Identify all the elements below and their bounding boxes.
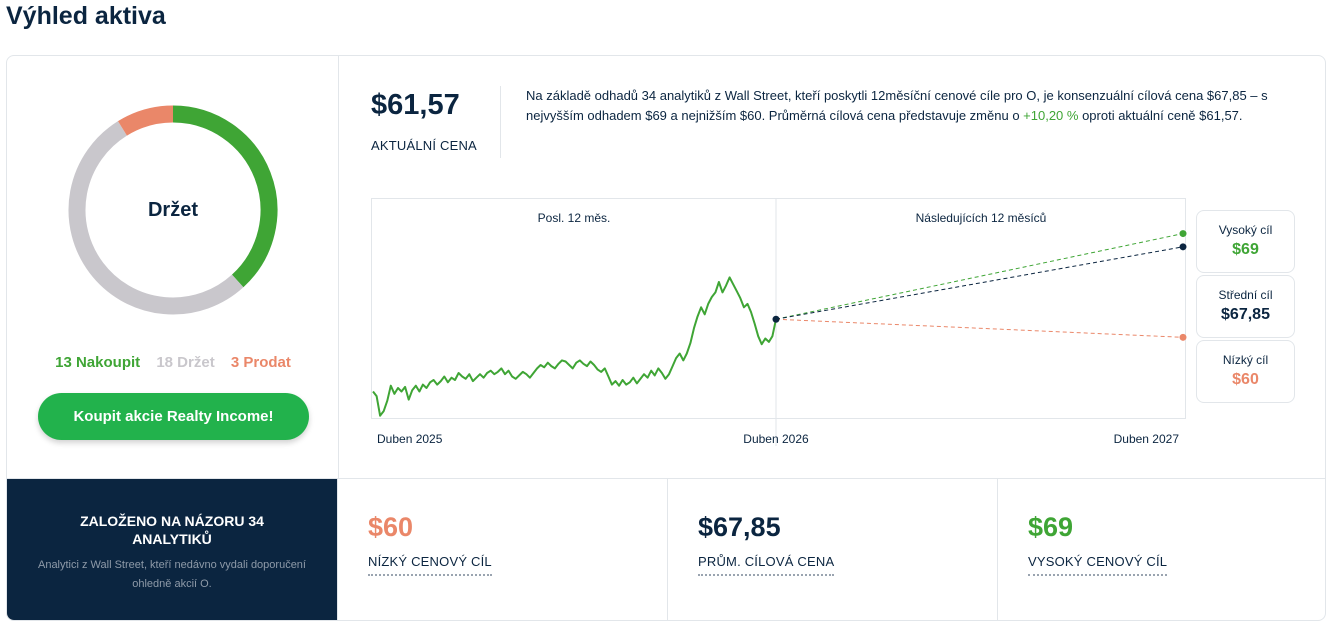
high-target-stat-value: $69 [1028,512,1074,542]
avg-target-stat: $67,85 PRŮM. CÍLOVÁ CENA [667,479,997,620]
current-price-dot [772,315,780,323]
section-label-past: Posl. 12 měs. [538,211,611,225]
analyst-basis-subtitle: Analytici z Wall Street, kteří nedávno v… [37,559,306,590]
low-target-line [775,318,1184,338]
asset-outlook-card: Držet 13 Nakoupit 18 Držet 3 Prodat Koup… [6,55,1326,621]
high-target-stat: $69 VYSOKÝ CENOVÝ CÍL [997,479,1325,620]
description-text: Na základě odhadů 34 analytiků z Wall St… [526,88,1268,123]
analyst-basis-box: ZALOŽENO NA NÁZORU 34 ANALYTIKŮ Analytic… [7,479,337,620]
description-text-end: oproti aktuální ceně $61,57. [1078,108,1243,123]
description-change-pct: +10,20 % [1023,108,1079,123]
mid-target-line [775,246,1184,320]
divider [500,86,501,158]
low-target-box: Nízký cíl $60 [1196,340,1295,403]
forecast-description: Na základě odhadů 34 analytiků z Wall St… [526,86,1296,126]
rating-panel: Držet 13 Nakoupit 18 Držet 3 Prodat Koup… [7,56,339,478]
low-target-stat-label[interactable]: NÍZKÝ CENOVÝ CÍL [368,554,492,576]
x-tick-label: Duben 2025 [377,432,443,446]
x-tick-label: Duben 2027 [1114,432,1180,446]
hold-count: 18 Držet [156,354,215,371]
mid-target-value: $67,85 [1221,306,1270,323]
analyst-basis-title: ZALOŽENO NA NÁZORU 34 ANALYTIKŮ [80,513,264,547]
low-target-label: Nízký cíl [1222,353,1269,367]
consensus-rating: Držet [147,198,198,221]
donut-slice-hold [68,121,244,315]
high-target-dot [1179,230,1187,238]
avg-target-stat-label[interactable]: PRŮM. CÍLOVÁ CENA [698,554,835,576]
high-target-value: $69 [1232,241,1259,258]
rating-donut-chart [68,105,278,315]
donut-slice-buy [172,105,278,288]
mid-target-dot [1179,243,1187,251]
low-target-value: $60 [1232,371,1259,388]
current-price-label: AKTUÁLNÍ CENA [371,138,477,153]
page-title: Výhled aktiva [6,2,166,30]
high-target-label: Vysoký cíl [1218,223,1273,237]
high-target-box: Vysoký cíl $69 [1196,210,1295,273]
rating-counts: 13 Nakoupit 18 Držet 3 Prodat [7,354,339,371]
x-tick-label: Duben 2026 [743,432,809,446]
low-target-stat: $60 NÍZKÝ CENOVÝ CÍL [337,479,667,620]
sell-count: 3 Prodat [230,354,291,371]
price-forecast-chart: Posl. 12 měs. Následujících 12 měsíců Du… [371,198,1187,446]
mid-target-box: Střední cíl $67,85 [1196,275,1295,338]
chart-plot-frame [371,198,1186,419]
high-target-stat-label[interactable]: VYSOKÝ CENOVÝ CÍL [1028,554,1168,576]
high-target-line [775,233,1184,320]
mid-target-label: Střední cíl [1218,288,1273,302]
price-history-line [372,276,777,417]
donut-slice-sell [117,105,174,136]
summary-row: ZALOŽENO NA NÁZORU 34 ANALYTIKŮ Analytic… [7,478,1325,620]
avg-target-stat-value: $67,85 [698,512,781,542]
buy-count: 13 Nakoupit [55,354,141,371]
buy-stock-button[interactable]: Koupit akcie Realty Income! [38,393,309,440]
current-price: $61,57 [371,89,460,121]
section-label-future: Následujících 12 měsíců [916,211,1047,225]
low-target-stat-value: $60 [368,512,414,542]
low-target-dot [1179,333,1187,341]
